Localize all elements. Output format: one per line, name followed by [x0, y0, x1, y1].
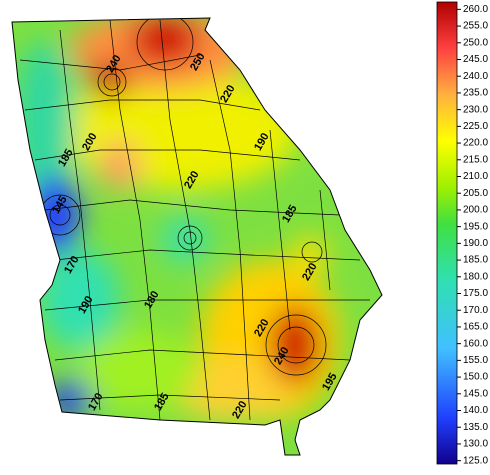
colorbar-tick-label: 125.0 — [463, 455, 488, 466]
colorbar-tick-label: 155.0 — [463, 355, 488, 366]
colorbar-tick-label: 165.0 — [463, 322, 488, 333]
colorbar-tick-label: 215.0 — [463, 154, 488, 165]
colorbar-tick-label: 205.0 — [463, 188, 488, 199]
colorbar-tick-label: 260.0 — [463, 4, 488, 15]
colorbar — [436, 1, 458, 465]
colorbar-tick-label: 220.0 — [463, 138, 488, 149]
county-lines — [19, 18, 370, 421]
colorbar-tick-label: 130.0 — [463, 439, 488, 450]
colorbar-tick-label: 160.0 — [463, 338, 488, 349]
colorbar-tick-label: 190.0 — [463, 238, 488, 249]
colorbar-tick-label: 200.0 — [463, 205, 488, 216]
colorbar-tick-label: 240.0 — [463, 71, 488, 82]
colorbar-tick-label: 185.0 — [463, 255, 488, 266]
colorbar-tick-label: 210.0 — [463, 171, 488, 182]
surface — [12, 18, 382, 455]
colorbar-tick-label: 235.0 — [463, 88, 488, 99]
colorbar-tick-label: 170.0 — [463, 305, 488, 316]
colorbar-tick-label: 150.0 — [463, 372, 488, 383]
colorbar-tick-label: 145.0 — [463, 388, 488, 399]
colorbar-tick-label: 245.0 — [463, 54, 488, 65]
colorbar-ticks: 125.0 130.0 135.0 140.0 145.0 150.0 155.0 160.0… — [457, 4, 488, 466]
colorbar-tick-label: 250.0 — [463, 37, 488, 48]
colorbar-tick-label: 230.0 — [463, 104, 488, 115]
colorbar-tick-label: 225.0 — [463, 121, 488, 132]
colorbar-tick-label: 195.0 — [463, 221, 488, 232]
colorbar-tick-label: 175.0 — [463, 288, 488, 299]
colorbar-tick-label: 255.0 — [463, 21, 488, 32]
colorbar-tick-label: 180.0 — [463, 271, 488, 282]
colorbar-tick-label: 135.0 — [463, 422, 488, 433]
colorbar-tick-label: 140.0 — [463, 405, 488, 416]
